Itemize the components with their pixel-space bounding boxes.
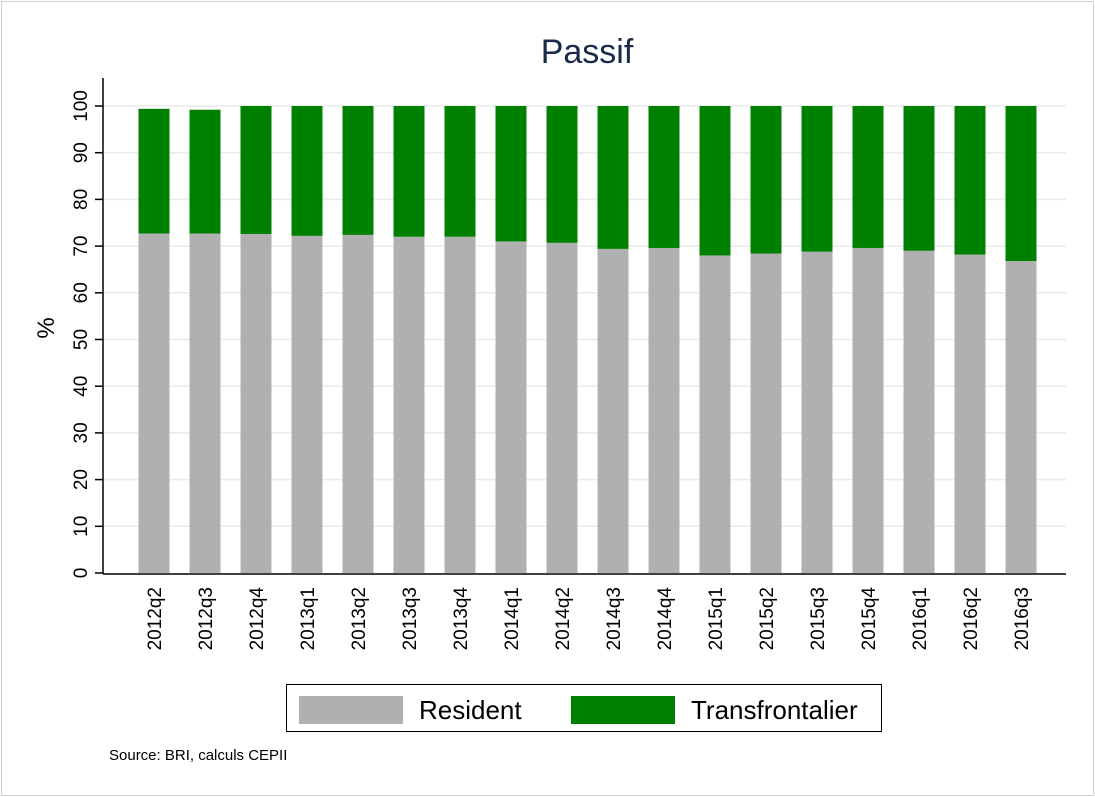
x-tick-label: 2013q4 <box>451 587 472 651</box>
x-tick-label: 2015q3 <box>808 587 829 650</box>
x-tick-label: 2014q3 <box>604 587 625 650</box>
bar-resident-2014q4 <box>648 247 680 573</box>
x-tick-label: 2015q1 <box>706 587 727 650</box>
bar-resident-2013q1 <box>291 235 323 574</box>
bar-transfrontalier-2014q1 <box>495 106 527 242</box>
legend-label-resident: Resident <box>419 695 522 725</box>
axes: 0 10 20 30 40 50 60 70 80 90 100 2012q2 2012q3 2012q4… <box>71 78 1066 650</box>
bar-transfrontalier-2016q3 <box>1005 106 1037 262</box>
source-note: Source: BRI, calculs CEPII <box>109 747 288 764</box>
bar-resident-2012q3 <box>189 233 221 573</box>
y-tick-label: 90 <box>71 142 92 163</box>
bar-resident-2015q3 <box>801 251 833 574</box>
bar-resident-2014q1 <box>495 241 527 573</box>
bar-resident-2013q3 <box>393 236 425 573</box>
bar-transfrontalier-2013q1 <box>291 106 323 236</box>
y-tick-label: 60 <box>71 282 92 303</box>
y-tick-label: 40 <box>71 376 92 397</box>
bar-transfrontalier-2015q4 <box>852 106 884 248</box>
bar-transfrontalier-2013q3 <box>393 106 425 237</box>
x-tick-label: 2013q1 <box>298 587 319 650</box>
chart-title: Passif <box>541 33 634 71</box>
bar-resident-2014q3 <box>597 248 629 574</box>
bar-transfrontalier-2014q2 <box>546 106 578 243</box>
bar-resident-2014q2 <box>546 242 578 573</box>
legend-swatch-transfrontalier <box>571 696 675 724</box>
bar-resident-2015q1 <box>699 255 731 573</box>
x-tick-label: 2014q2 <box>553 587 574 650</box>
x-tick-label: 2014q1 <box>502 587 523 650</box>
bar-resident-2012q2 <box>138 233 170 573</box>
x-tick-label: 2012q2 <box>145 587 166 650</box>
bar-resident-2016q3 <box>1005 261 1037 573</box>
bar-transfrontalier-2012q3 <box>189 109 221 234</box>
x-tick-label: 2015q4 <box>859 587 880 651</box>
bar-transfrontalier-2014q3 <box>597 106 629 249</box>
bar-resident-2015q4 <box>852 247 884 573</box>
bar-transfrontalier-2015q3 <box>801 106 833 252</box>
x-tick-label: 2013q2 <box>349 587 370 650</box>
bar-transfrontalier-2014q4 <box>648 106 680 248</box>
bars <box>138 106 1037 574</box>
x-tick-label: 2015q2 <box>757 587 778 650</box>
bar-resident-2013q2 <box>342 234 374 573</box>
x-tick-label: 2012q4 <box>247 587 268 651</box>
legend-label-transfrontalier: Transfrontalier <box>691 695 858 725</box>
y-tick-label: 0 <box>71 568 92 579</box>
y-tick-label: 30 <box>71 422 92 443</box>
bar-transfrontalier-2015q2 <box>750 106 782 254</box>
y-tick-label: 20 <box>71 469 92 490</box>
bar-transfrontalier-2016q2 <box>954 106 986 255</box>
bar-transfrontalier-2012q4 <box>240 106 272 234</box>
x-tick-label: 2016q2 <box>961 587 982 650</box>
x-tick-label: 2016q3 <box>1012 587 1033 650</box>
bar-transfrontalier-2016q1 <box>903 106 935 251</box>
legend: Resident Transfrontalier <box>286 684 882 732</box>
bar-transfrontalier-2013q4 <box>444 106 476 237</box>
bar-resident-2016q2 <box>954 254 986 574</box>
y-tick-label: 70 <box>71 236 92 257</box>
y-tick-label: 50 <box>71 329 92 350</box>
bar-transfrontalier-2015q1 <box>699 106 731 256</box>
x-tick-label: 2013q3 <box>400 587 421 650</box>
x-tick-label: 2014q4 <box>655 587 676 651</box>
y-tick-label: 10 <box>71 516 92 537</box>
legend-swatch-resident <box>299 696 403 724</box>
y-tick-label: 80 <box>71 189 92 210</box>
bar-resident-2013q4 <box>444 236 476 573</box>
y-axis-label: % <box>33 317 60 338</box>
bar-resident-2015q2 <box>750 253 782 573</box>
x-tick-label: 2012q3 <box>196 587 217 650</box>
y-tick-label: 100 <box>71 90 92 122</box>
bar-resident-2016q1 <box>903 250 935 573</box>
bar-resident-2012q4 <box>240 233 272 573</box>
x-tick-label: 2016q1 <box>910 587 931 650</box>
bar-transfrontalier-2012q2 <box>138 108 170 234</box>
bar-transfrontalier-2013q2 <box>342 106 374 235</box>
